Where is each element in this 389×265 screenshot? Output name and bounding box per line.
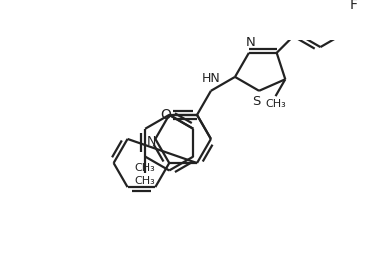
Text: O: O	[160, 108, 171, 122]
Text: CH₃: CH₃	[135, 176, 156, 186]
Text: N: N	[146, 135, 156, 148]
Text: N: N	[246, 36, 256, 48]
Text: S: S	[252, 95, 261, 108]
Text: F: F	[350, 0, 357, 12]
Text: CH₃: CH₃	[265, 99, 286, 109]
Text: CH₃: CH₃	[135, 163, 156, 173]
Text: HN: HN	[202, 72, 220, 85]
